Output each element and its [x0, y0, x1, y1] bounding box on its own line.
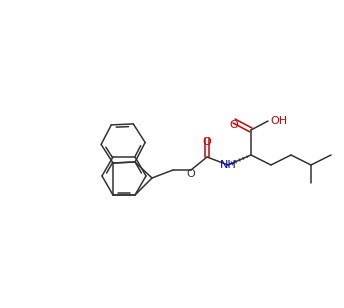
Text: O: O	[230, 120, 238, 130]
Text: O: O	[203, 137, 211, 147]
Text: NH: NH	[219, 160, 236, 170]
Text: O: O	[187, 169, 195, 179]
Text: OH: OH	[270, 116, 287, 126]
